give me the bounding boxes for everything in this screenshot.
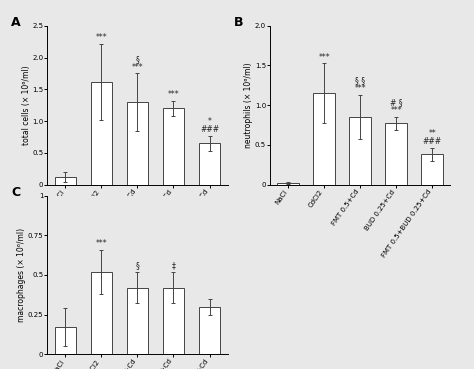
Text: ###: ### [200,125,219,134]
Bar [385,123,407,184]
Text: A: A [11,16,21,29]
Text: ***: *** [96,239,107,248]
Bar [55,177,76,184]
Text: ***: *** [319,52,330,62]
Text: **: ** [428,130,436,138]
Text: ***: *** [96,33,107,42]
Bar [277,183,299,184]
Bar [127,287,148,354]
Bar [127,102,148,184]
Y-axis label: total cells (× 10⁶/ml): total cells (× 10⁶/ml) [22,65,31,145]
Text: C: C [11,186,20,199]
Text: *: * [208,117,211,126]
Bar [313,93,335,184]
Y-axis label: neutrophils (× 10⁶/ml): neutrophils (× 10⁶/ml) [245,62,254,148]
Text: B: B [234,16,244,29]
Text: ***: *** [355,84,366,93]
Text: § §: § § [355,76,365,85]
Text: ***: *** [391,107,402,115]
Bar [199,307,220,354]
Bar [199,143,220,184]
Bar [163,287,184,354]
Text: §: § [136,261,139,270]
Bar [91,82,112,184]
Bar [91,272,112,354]
Text: ***: *** [168,90,179,99]
Text: §: § [136,55,139,64]
Bar [55,327,76,354]
Text: # §: # § [390,99,402,107]
Y-axis label: macrophages (× 10⁶/ml): macrophages (× 10⁶/ml) [17,228,26,322]
Text: ‡: ‡ [172,261,175,270]
Bar [349,117,371,184]
Text: ###: ### [423,137,442,146]
Bar [163,108,184,184]
Bar [421,154,443,184]
Text: ***: *** [132,63,143,72]
